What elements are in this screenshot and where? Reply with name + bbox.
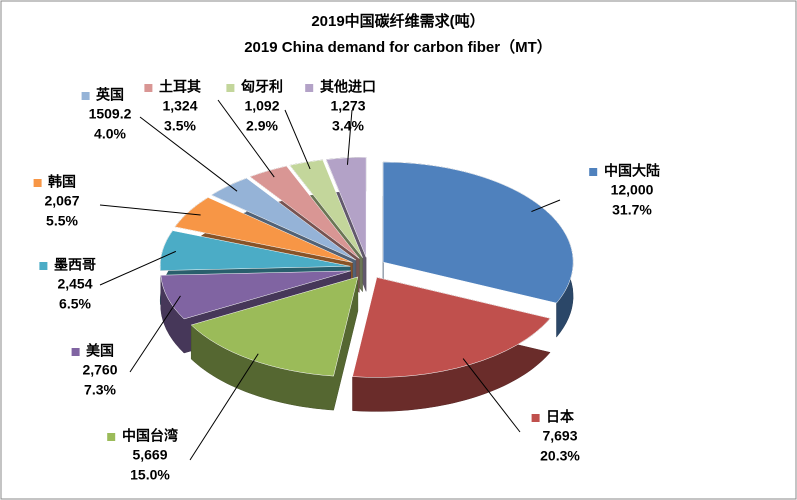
slice [160, 230, 351, 271]
percent-label: 31.7% [612, 202, 652, 218]
slice [160, 270, 351, 320]
chart-subtitle: 2019 China demand for carbon fiber（MT） [244, 38, 552, 56]
category-label: 美国 [86, 343, 114, 359]
category-label: 中国大陆 [604, 163, 660, 179]
leader-line [129, 295, 181, 373]
label-swatch [71, 348, 80, 356]
label-swatch [305, 84, 314, 92]
category-label: 土耳其 [159, 79, 201, 95]
percent-label: 6.5% [59, 296, 91, 312]
value-label: 7,693 [542, 428, 577, 444]
slice [174, 197, 353, 263]
percent-label: 4.0% [94, 126, 126, 142]
category-label: 匈牙利 [241, 79, 283, 95]
value-label: 1509.2 [89, 106, 132, 122]
percent-label: 5.5% [46, 213, 78, 229]
category-label: 中国台湾 [122, 428, 178, 444]
pie [159, 157, 574, 412]
value-label: 1,324 [162, 98, 197, 114]
label-swatch [226, 84, 235, 92]
category-label: 墨西哥 [54, 257, 96, 273]
chart-title: 2019中国碳纤维需求(吨） [311, 12, 484, 30]
slice [382, 161, 574, 304]
slice [190, 276, 359, 377]
percent-label: 15.0% [130, 467, 170, 483]
value-label: 2,454 [57, 276, 92, 292]
label-swatch [33, 179, 42, 187]
slice [289, 159, 363, 258]
label-swatch [107, 433, 116, 441]
category-label: 其他进口 [320, 79, 376, 95]
category-label: 韩国 [48, 174, 76, 190]
leader-line [217, 99, 275, 178]
slice [210, 177, 357, 261]
percent-label: 20.3% [540, 448, 580, 464]
label-swatch [531, 414, 540, 422]
leader-line [139, 116, 238, 192]
percent-label: 2.9% [246, 118, 278, 134]
value-label: 2,760 [82, 362, 117, 378]
value-label: 12,000 [611, 182, 654, 198]
value-label: 5,669 [132, 447, 167, 463]
leader-line [462, 358, 521, 433]
percent-label: 3.4% [332, 118, 364, 134]
labels: 中国大陆 12,000 31.7% 日本 7,693 20.3% 中国台湾 5,669 15.0… [33, 79, 660, 483]
leader-line [189, 353, 259, 461]
slice [325, 157, 367, 258]
value-label: 2,067 [44, 193, 79, 209]
leader-line [99, 204, 201, 216]
leader-line [531, 199, 561, 213]
percent-label: 7.3% [84, 382, 116, 398]
leader-line [99, 250, 177, 286]
value-label: 1,092 [244, 98, 279, 114]
label-swatch [144, 84, 153, 92]
label-swatch [39, 262, 48, 270]
label-swatch [81, 92, 90, 100]
leader-line [284, 109, 311, 170]
percent-label: 3.5% [164, 118, 196, 134]
slice [249, 165, 360, 259]
category-label: 日本 [546, 409, 575, 425]
label-swatch [589, 168, 598, 176]
leader-line [346, 109, 353, 165]
slice [352, 277, 551, 378]
category-label: 英国 [95, 87, 124, 103]
value-label: 1,273 [330, 98, 365, 114]
